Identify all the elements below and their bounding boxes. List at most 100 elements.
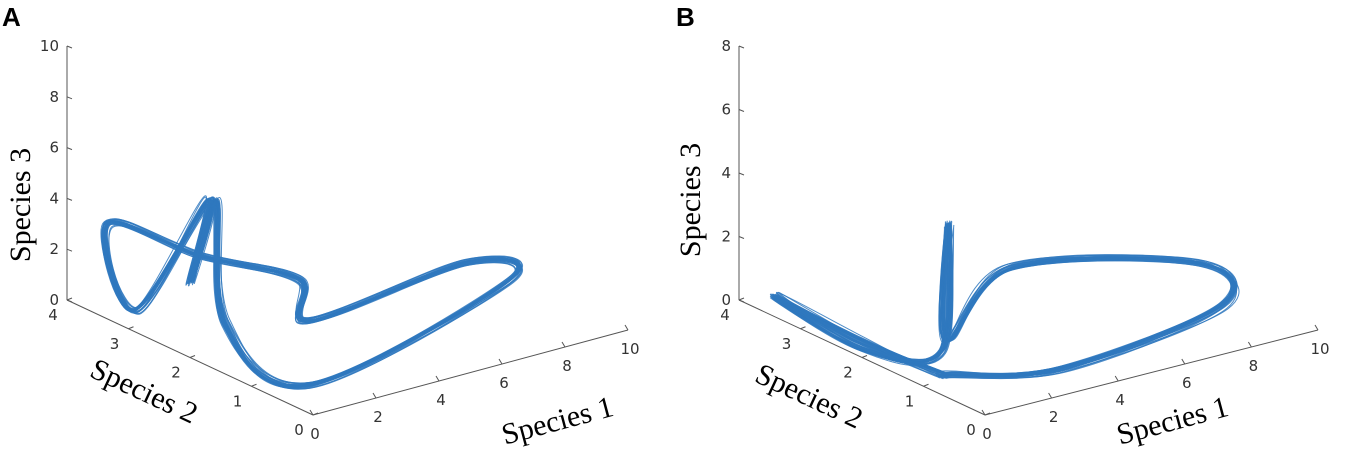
trajectory-loop — [103, 198, 521, 388]
z-tick-mark — [738, 299, 745, 303]
y-tick-mark — [861, 355, 868, 358]
x-axis-title: Species 1 — [1113, 390, 1232, 451]
z-tick-label: 2 — [721, 228, 731, 246]
x-tick-label: 4 — [1115, 391, 1125, 409]
y-tick-label: 1 — [905, 392, 915, 410]
trajectory-loop — [772, 224, 1237, 377]
z-tick-label: 6 — [721, 101, 731, 119]
trajectory-loop — [102, 199, 520, 387]
x-tick-label: 6 — [499, 374, 509, 392]
trajectory-loop — [106, 199, 518, 390]
y-tick-label: 2 — [843, 364, 853, 382]
trajectory-loop — [772, 223, 1233, 378]
x-tick-mark — [1247, 341, 1252, 348]
x-tick-mark — [435, 375, 440, 382]
x-tick-mark — [1114, 375, 1119, 382]
y-axis-title: Species 2 — [85, 352, 202, 430]
trajectory-loop — [772, 223, 1234, 377]
x-tick-label: 8 — [562, 357, 572, 375]
z-tick-label: 0 — [49, 291, 59, 309]
trajectory-loop — [104, 197, 523, 387]
trajectory-loop — [772, 222, 1237, 379]
trajectory-loop — [106, 198, 520, 386]
x-tick-mark — [498, 358, 503, 365]
z-tick-mark — [66, 45, 73, 49]
trajectory-loop — [101, 196, 523, 389]
trajectory-loop — [769, 223, 1235, 379]
trajectory-loop — [101, 200, 521, 387]
x-tick-label: 8 — [1249, 357, 1259, 375]
z-tick-mark — [66, 147, 73, 151]
trajectory-a — [100, 195, 523, 390]
y-tick-mark — [738, 297, 745, 301]
trajectory-loop — [774, 220, 1238, 378]
z-tick-mark — [66, 197, 73, 201]
y-tick-label: 2 — [171, 364, 181, 382]
y-tick-mark — [251, 383, 257, 387]
trajectory-loop — [772, 221, 1232, 375]
trajectory-loop — [104, 201, 523, 387]
x-tick-mark — [1048, 392, 1053, 399]
trajectory-b — [769, 220, 1240, 380]
trajectory-loop — [775, 220, 1234, 375]
trajectory-loop — [776, 220, 1236, 376]
x-tick-label: 10 — [620, 340, 639, 358]
trajectory-loop — [777, 226, 1237, 379]
y-tick-label: 3 — [782, 335, 792, 353]
z-tick-mark — [738, 236, 745, 239]
z-tick-label: 10 — [40, 37, 59, 55]
x-tick-mark — [309, 409, 314, 416]
trajectory-loop — [776, 224, 1240, 378]
y-tick-label: 0 — [966, 421, 976, 439]
trajectory-loop — [108, 196, 517, 386]
trajectory-loop — [770, 222, 1235, 377]
trajectory-loop — [104, 199, 518, 386]
y-tick-label: 3 — [110, 335, 120, 353]
trajectory-loop — [102, 199, 522, 388]
x-tick-mark — [981, 409, 986, 416]
trajectory-loop — [106, 199, 518, 386]
trajectory-loop — [774, 222, 1236, 377]
z-tick-mark — [738, 45, 745, 49]
x-tick-label: 2 — [1049, 408, 1059, 426]
trajectory-loop — [101, 200, 519, 384]
trajectory-loop — [775, 226, 1234, 380]
trajectory-loop — [772, 222, 1236, 377]
y-tick-mark — [923, 383, 929, 387]
trajectory-loop — [105, 198, 520, 388]
z-tick-mark — [66, 248, 73, 252]
z-tick-mark — [66, 299, 73, 303]
trajectory-loop — [100, 201, 522, 384]
z-tick-label: 4 — [49, 189, 59, 207]
trajectory-loop — [103, 198, 521, 388]
trajectory-loop — [770, 222, 1233, 376]
y-tick-mark — [984, 412, 991, 416]
trajectory-loop — [104, 198, 518, 390]
y-tick-mark — [66, 297, 73, 301]
trajectory-loop — [106, 200, 521, 389]
trajectory-loop — [108, 195, 521, 388]
trajectory-loop — [104, 198, 520, 389]
trajectory-loop — [770, 223, 1233, 378]
x-tick-mark — [1181, 358, 1186, 365]
x-tick-mark — [624, 324, 629, 331]
trajectory-loop — [104, 198, 517, 385]
x-tick-label: 6 — [1182, 374, 1192, 392]
trajectory-loop — [101, 202, 523, 386]
x-tick-label: 2 — [373, 408, 383, 426]
trajectory-loop — [102, 197, 519, 390]
z-axis-title: Species 3 — [4, 148, 37, 262]
z-tick-label: 2 — [49, 240, 59, 258]
panel-label-b: B — [676, 2, 695, 32]
z-tick-label: 4 — [721, 164, 731, 182]
panel-label-a: A — [2, 2, 21, 32]
y-tick-label: 4 — [48, 306, 58, 324]
y-tick-label: 0 — [294, 421, 304, 439]
x-tick-label: 10 — [1310, 340, 1329, 358]
y-tick-mark — [189, 355, 196, 358]
x-axis-title: Species 1 — [498, 390, 617, 451]
trajectory-loop — [772, 223, 1235, 377]
